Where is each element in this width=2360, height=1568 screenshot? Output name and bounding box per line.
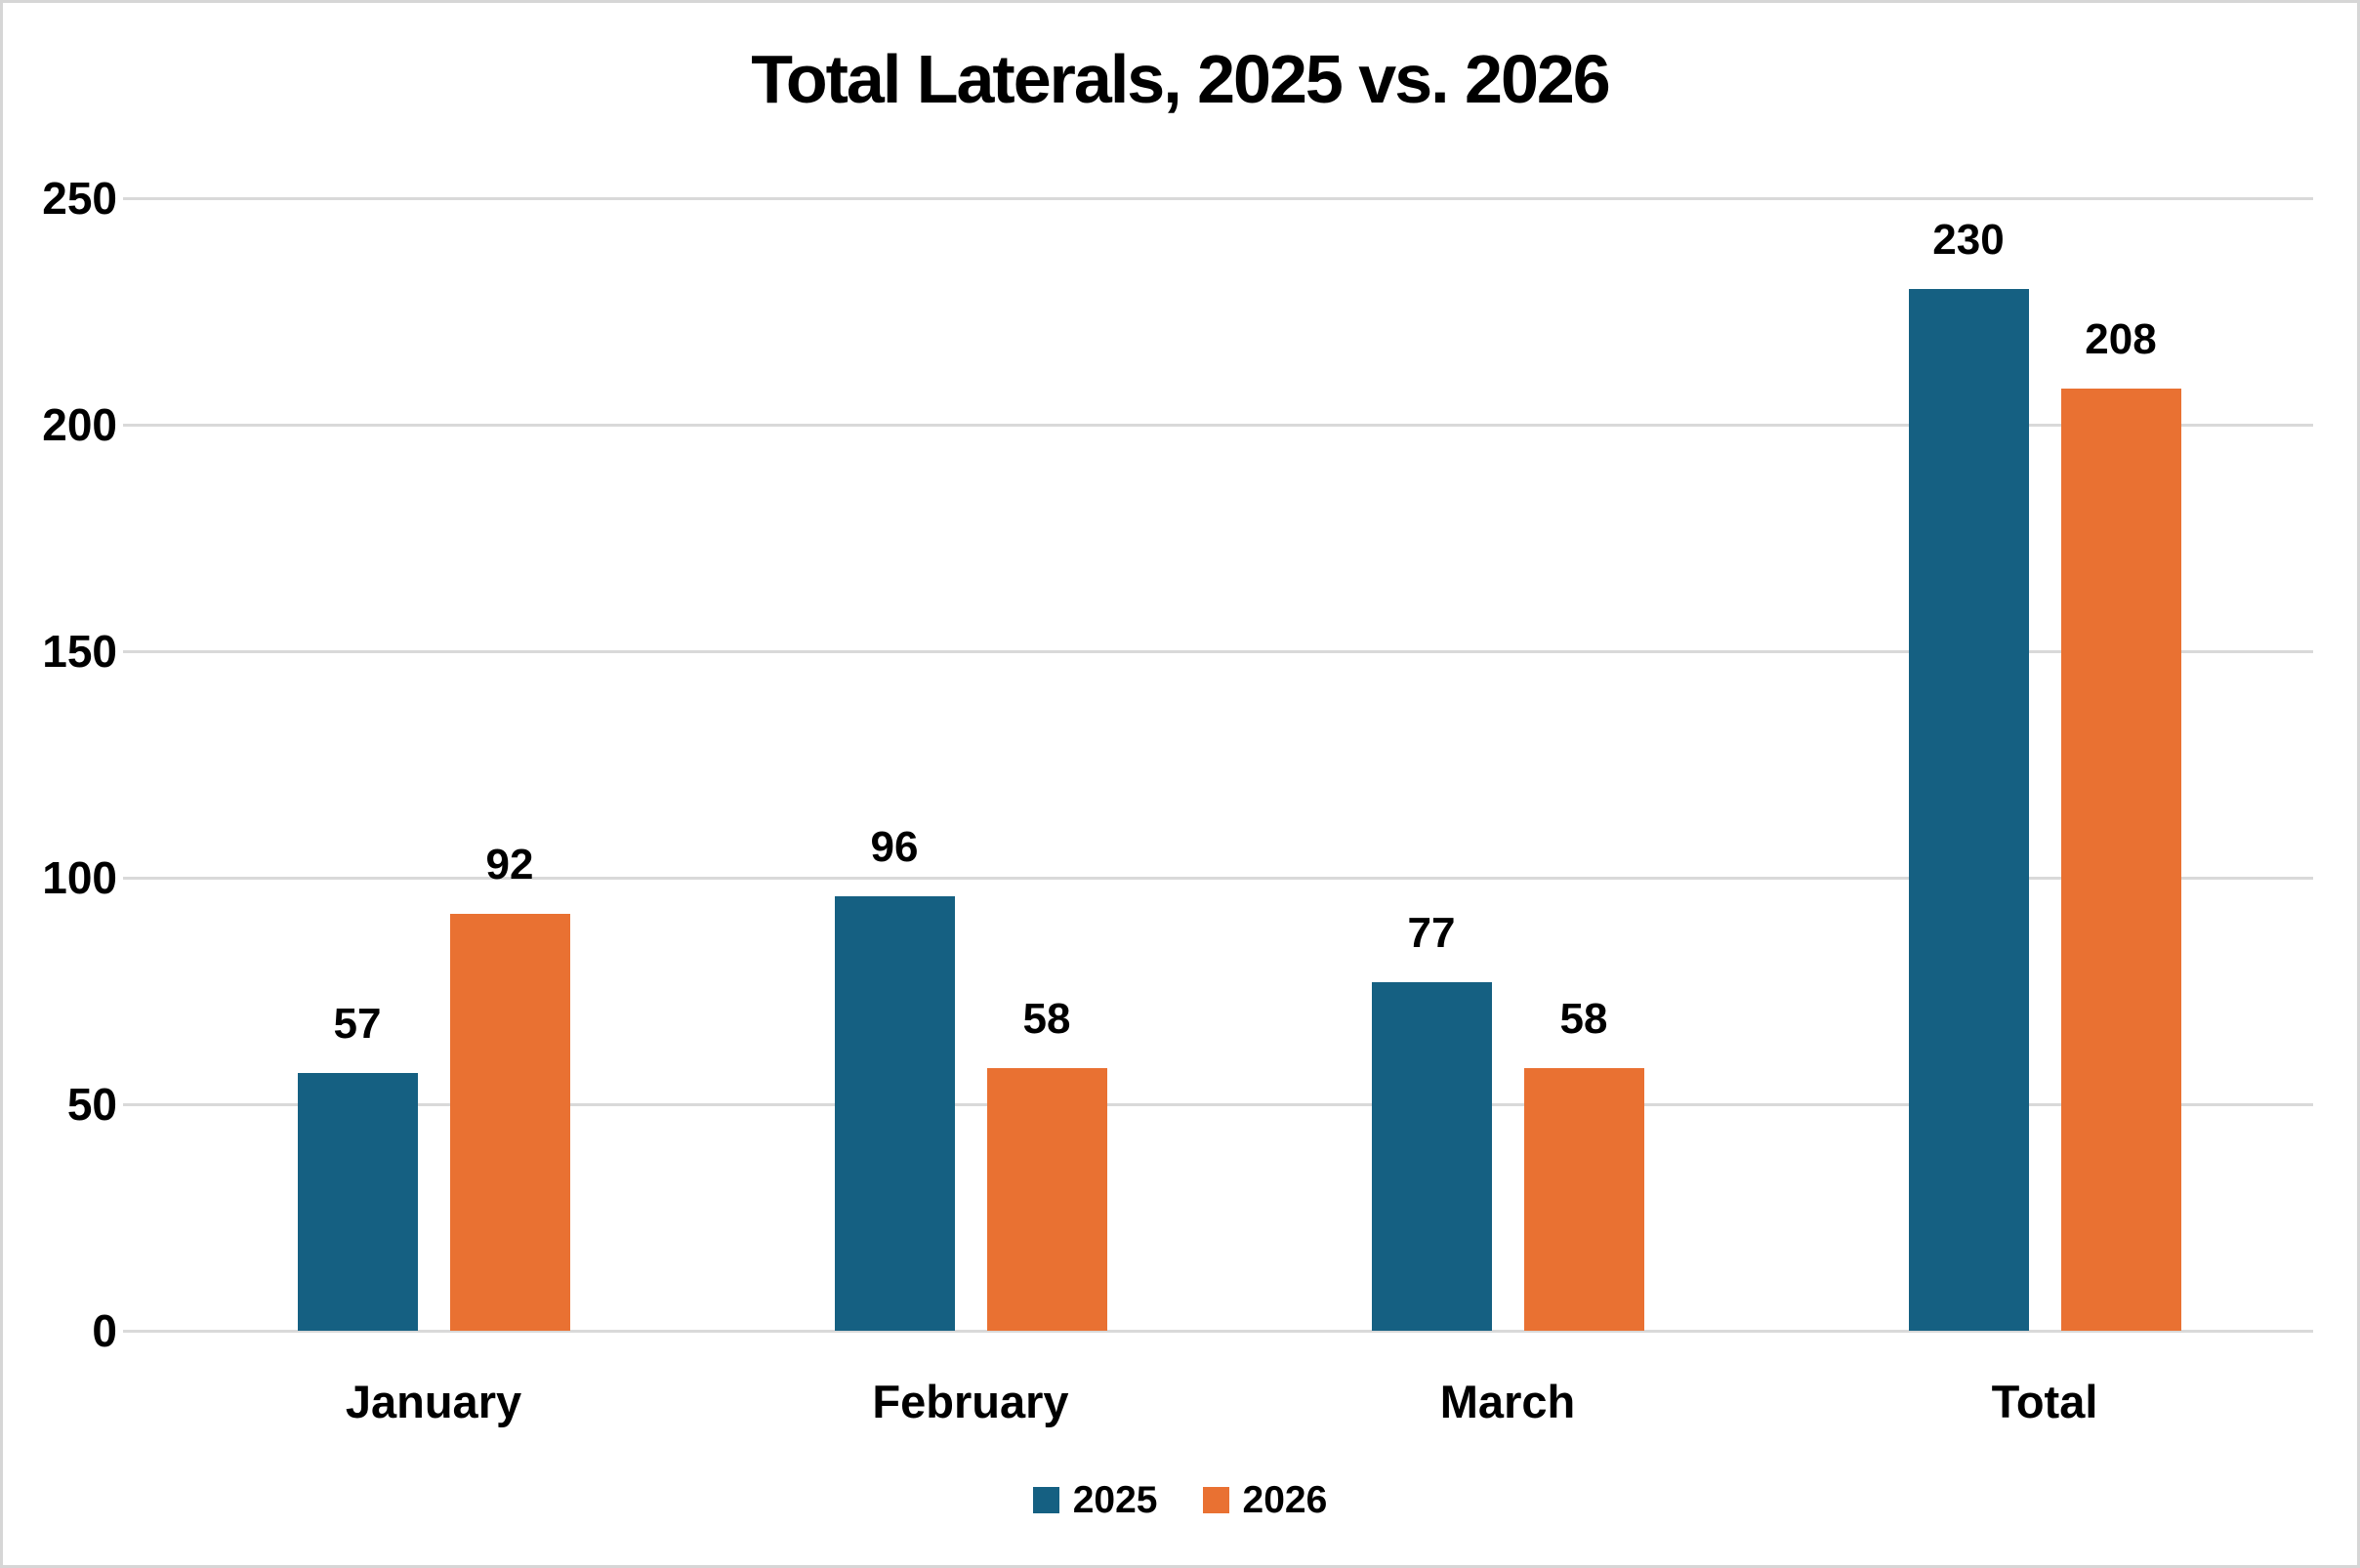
legend: 2025 2026 [3,1472,2357,1527]
bar-2026-january [449,914,570,1331]
data-label-2025-total: 230 [1932,215,2005,264]
legend-swatch-icon [1202,1486,1229,1513]
bar-2025-february [834,895,955,1331]
gridline-100 [123,876,2313,880]
plot-area: 57 96 77 230 92 58 58 208 [123,196,2313,1333]
data-label-2025-march: 77 [1407,908,1456,957]
y-tick-label-50: 50 [66,1079,117,1130]
data-label-2026-february: 58 [1022,994,1071,1043]
x-category-label-total: Total [1991,1376,2098,1427]
y-tick-label-150: 150 [42,626,117,677]
gridline-0 [123,1329,2313,1333]
legend-item-2025: 2025 [1032,1478,1158,1521]
data-label-2025-february: 96 [870,822,919,871]
x-category-label-february: February [872,1376,1069,1427]
bar-2026-total [2060,388,2181,1331]
bar-2025-march [1371,981,1492,1331]
data-label-2026-total: 208 [2085,314,2157,363]
gridline-200 [123,423,2313,427]
y-tick-label-200: 200 [42,399,117,450]
legend-label-2025: 2025 [1072,1478,1158,1521]
bar-2025-total [1908,288,2029,1331]
x-category-label-january: January [345,1376,522,1427]
data-label-2025-january: 57 [333,999,382,1048]
gridline-250 [123,196,2313,200]
legend-swatch-icon [1032,1486,1059,1513]
y-tick-label-100: 100 [42,852,117,903]
x-category-label-march: March [1439,1376,1576,1427]
bar-2025-january [297,1072,418,1331]
gridline-150 [123,649,2313,653]
y-tick-label-250: 250 [42,173,117,224]
bar-2026-march [1523,1067,1644,1331]
data-label-2026-march: 58 [1559,994,1608,1043]
legend-label-2026: 2026 [1242,1478,1328,1521]
data-label-2026-january: 92 [485,841,534,889]
bar-2026-february [986,1067,1107,1331]
chart-title: Total Laterals, 2025 vs. 2026 [751,41,1611,117]
y-tick-label-0: 0 [92,1305,117,1356]
gridline-50 [123,1102,2313,1106]
legend-item-2026: 2026 [1202,1478,1328,1521]
